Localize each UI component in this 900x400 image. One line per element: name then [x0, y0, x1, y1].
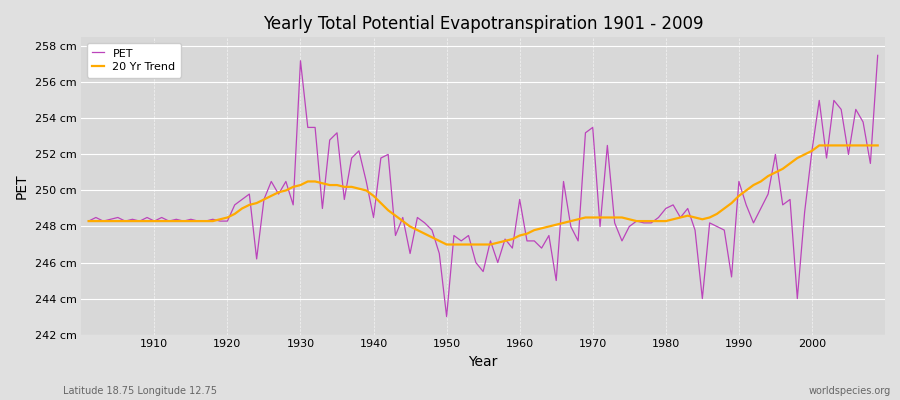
20 Yr Trend [814, 143, 824, 148]
PET [872, 53, 883, 58]
PET [522, 238, 533, 243]
20 Yr Trend [514, 233, 525, 238]
20 Yr Trend [522, 231, 533, 236]
Line: PET: PET [88, 55, 878, 316]
Y-axis label: PET: PET [15, 173, 29, 199]
PET [441, 314, 452, 319]
20 Yr Trend [609, 215, 620, 220]
20 Yr Trend [141, 219, 152, 224]
PET [346, 156, 357, 160]
PET [302, 125, 313, 130]
20 Yr Trend [346, 184, 357, 189]
Text: Latitude 18.75 Longitude 12.75: Latitude 18.75 Longitude 12.75 [63, 386, 217, 396]
PET [514, 197, 525, 202]
PET [83, 219, 94, 224]
PET [141, 215, 152, 220]
20 Yr Trend [872, 143, 883, 148]
Text: worldspecies.org: worldspecies.org [809, 386, 891, 396]
PET [609, 220, 620, 225]
20 Yr Trend [302, 179, 313, 184]
20 Yr Trend [83, 219, 94, 224]
Title: Yearly Total Potential Evapotranspiration 1901 - 2009: Yearly Total Potential Evapotranspiratio… [263, 15, 704, 33]
20 Yr Trend [441, 242, 452, 247]
Legend: PET, 20 Yr Trend: PET, 20 Yr Trend [86, 43, 181, 78]
X-axis label: Year: Year [469, 355, 498, 369]
Line: 20 Yr Trend: 20 Yr Trend [88, 146, 878, 244]
